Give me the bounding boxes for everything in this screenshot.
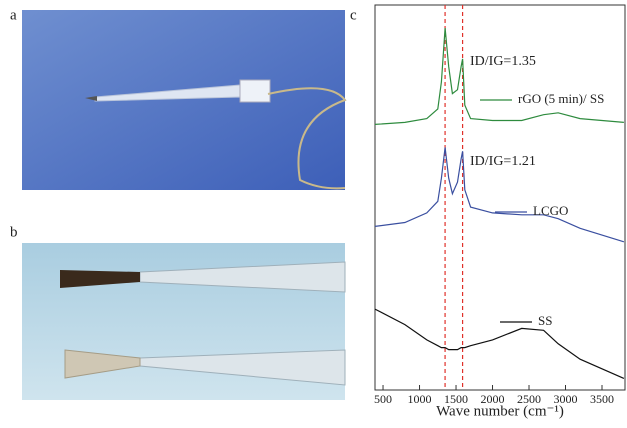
spectrum-line: [374, 28, 624, 125]
x-tick-label: 1000: [408, 392, 432, 406]
legend-label: LCGO: [533, 203, 568, 218]
plot-frame: [374, 4, 626, 391]
spectrum-line: [374, 147, 625, 243]
annotation: ID/IG=1.35: [470, 54, 536, 69]
panel-label: b: [10, 224, 18, 240]
x-tick-label: 2500: [517, 392, 541, 406]
annotation: ID/IG=1.21: [470, 154, 536, 169]
legend-label: SS: [538, 313, 552, 328]
x-tick-label: 2000: [481, 392, 505, 406]
legend-label: rGO (5 min)/ SS: [518, 91, 604, 106]
x-tick-label: 3500: [590, 392, 614, 406]
panel-label: c: [350, 7, 357, 23]
photo-b: [22, 243, 346, 400]
x-axis-label: Wave number (cm⁻¹): [436, 403, 564, 419]
photo-a: [22, 10, 347, 190]
x-tick-label: 1500: [444, 392, 468, 406]
spectrum-line: [374, 308, 625, 379]
x-tick-label: 500: [374, 392, 392, 406]
panel-label: a: [10, 7, 17, 23]
x-tick-label: 3000: [554, 392, 578, 406]
